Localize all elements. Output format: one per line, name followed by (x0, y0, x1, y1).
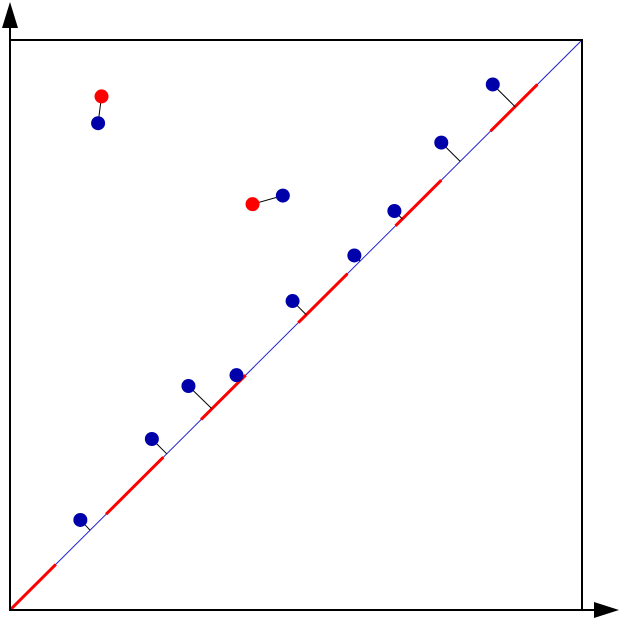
diagram-point-blue (181, 378, 196, 393)
diagram-point-blue (434, 135, 449, 150)
diagram-point-blue (275, 188, 290, 203)
diagram-point-blue (73, 512, 88, 527)
diagonal-layer (8, 39, 583, 612)
arrow-right-icon (594, 602, 619, 618)
diagram-point-blue (91, 116, 106, 131)
diagonal-line (9, 39, 583, 611)
links-layer (79, 84, 516, 531)
diagram-point-blue (229, 368, 244, 383)
diagonal-matched-segment (105, 456, 165, 516)
diagram-point-red (245, 197, 260, 212)
diagram-point-blue (485, 77, 500, 92)
diagonal-matched-segment (394, 179, 443, 227)
diagonal-matched-segment (297, 272, 349, 324)
diagram-point-blue (144, 432, 159, 446)
diagonal-matched-segment (489, 83, 539, 133)
diagram-point-red (94, 89, 109, 104)
diagram-point-blue (387, 204, 402, 218)
arrow-up-icon (2, 2, 18, 28)
diagonal-matched-segment (8, 563, 57, 612)
diagram-point-blue (285, 294, 300, 309)
diagram-point-blue (347, 248, 362, 263)
points-layer (73, 77, 500, 527)
diagonal-matched-segment (199, 374, 247, 421)
